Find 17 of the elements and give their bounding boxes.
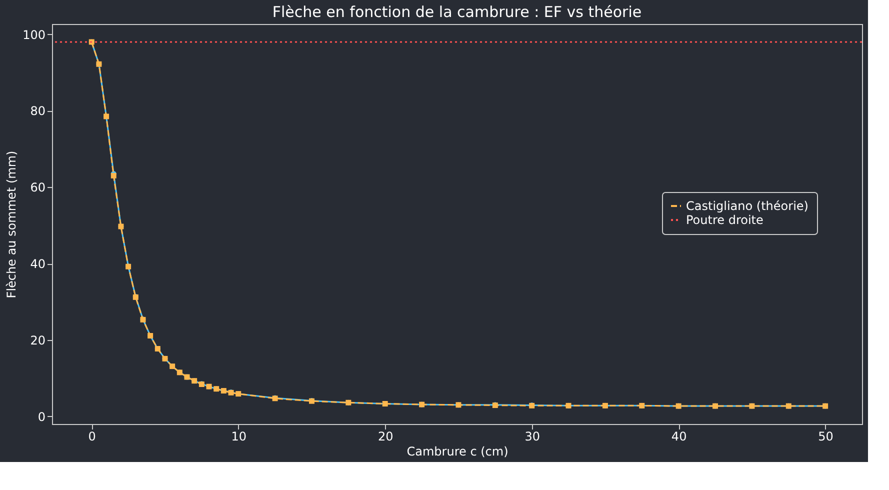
x-tick-label: 30 bbox=[524, 430, 540, 444]
x-tick-label: 10 bbox=[231, 430, 246, 444]
y-tick-label: 0 bbox=[38, 410, 46, 424]
y-tick-label: 100 bbox=[22, 28, 46, 42]
chart-title: Flèche en fonction de la cambrure : EF vs théorie bbox=[272, 3, 642, 21]
y-tick-label: 80 bbox=[30, 104, 46, 118]
x-tick-label: 20 bbox=[378, 430, 394, 444]
y-axis-title: Flèche au sommet (mm) bbox=[4, 150, 19, 298]
x-tick-label: 50 bbox=[818, 430, 834, 444]
x-axis-title: Cambrure c (cm) bbox=[406, 444, 508, 458]
x-tick-label: 0 bbox=[88, 430, 96, 444]
y-tick-label: 60 bbox=[30, 180, 46, 195]
y-tick-label: 20 bbox=[30, 333, 46, 348]
legend-label: Castigliano (théorie) bbox=[686, 199, 808, 213]
x-tick-label: 40 bbox=[671, 430, 687, 444]
legend-label: Poutre droite bbox=[686, 213, 764, 227]
y-tick-label: 40 bbox=[30, 257, 46, 272]
